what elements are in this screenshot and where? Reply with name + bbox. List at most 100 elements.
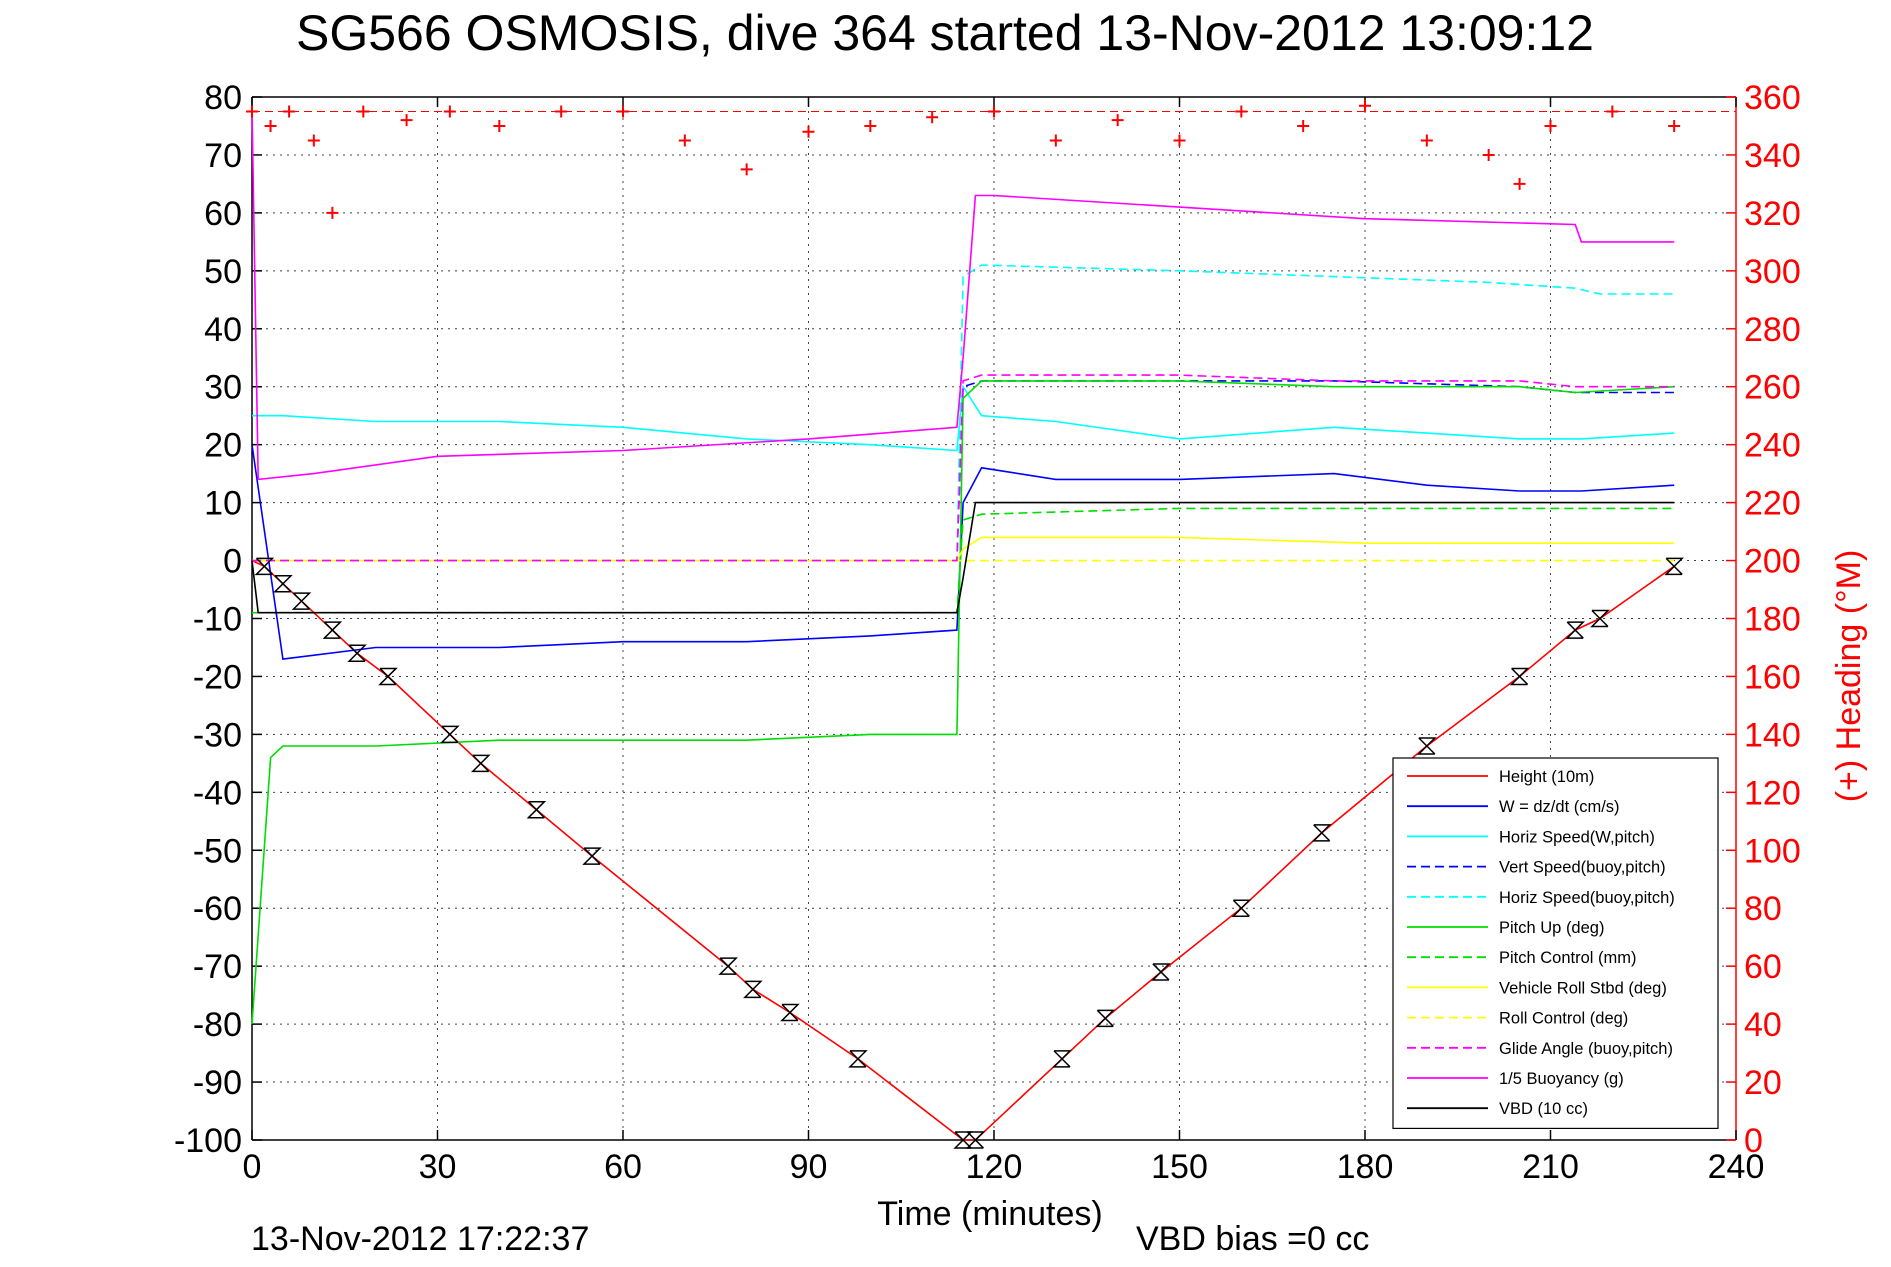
- heading-marker: [988, 105, 1000, 118]
- heading-marker: [307, 134, 320, 147]
- heading-marker: [926, 111, 939, 124]
- y-tick-label: -50: [193, 832, 242, 870]
- y-tick-label: 0: [223, 543, 242, 581]
- legend: Height (10m) W = dz/dt (cm/s) Horiz Speed(…: [1392, 757, 1719, 1129]
- y-right-tick-label: 0: [1744, 1122, 1763, 1160]
- legend-label-7: Vehicle Roll Stbd (deg): [1499, 979, 1667, 997]
- y-right-tick-label: 340: [1744, 137, 1801, 175]
- sample-marker: [347, 644, 367, 663]
- y-tick-label: -30: [193, 716, 242, 754]
- legend-label-0: Height (10m): [1499, 768, 1594, 786]
- heading-marker: [443, 105, 456, 118]
- y-right-tick-label: 40: [1744, 1006, 1782, 1044]
- y-right-tick-label: 220: [1744, 485, 1801, 523]
- y-tick-label: -40: [193, 774, 242, 812]
- sample-marker: [1417, 737, 1437, 755]
- y-tick-label: -90: [193, 1064, 242, 1102]
- legend-box: [1392, 757, 1719, 1129]
- y-right-tick-label: 120: [1744, 774, 1801, 812]
- y-tick-label: 60: [204, 195, 242, 233]
- heading-marker: [617, 105, 629, 118]
- heading-marker: [493, 119, 506, 132]
- x-axis-label: Time (minutes): [877, 1195, 1102, 1233]
- y-tick-label: 70: [204, 137, 242, 175]
- heading-marker: [555, 105, 568, 118]
- heading-marker: [283, 105, 296, 118]
- y-tick-label: -100: [174, 1122, 242, 1160]
- y-tick-label: 10: [204, 485, 242, 523]
- legend-label-8: Roll Control (deg): [1499, 1010, 1628, 1028]
- heading-marker: [1235, 105, 1248, 118]
- sample-marker: [582, 847, 602, 865]
- legend-label-5: Pitch Up (deg): [1499, 919, 1604, 937]
- heading-marker: [1544, 119, 1557, 132]
- y-tick-label: 40: [204, 311, 242, 349]
- y-right-tick-label: 320: [1744, 195, 1801, 233]
- y-tick-label: -80: [193, 1006, 242, 1044]
- legend-label-2: Horiz Speed(W,pitch): [1499, 828, 1655, 846]
- legend-label-9: Glide Angle (buoy,pitch): [1499, 1040, 1673, 1058]
- x-tick-label: 120: [966, 1148, 1023, 1186]
- y-right-tick-label: 100: [1744, 832, 1801, 870]
- y-right-tick-label: 180: [1744, 601, 1801, 639]
- y-right-tick-label: 60: [1744, 948, 1782, 986]
- y-right-tick-label: 360: [1744, 79, 1801, 117]
- sample-marker: [254, 557, 275, 576]
- heading-marker: [246, 105, 258, 118]
- x-tick-label: 0: [243, 1148, 262, 1186]
- heading-marker: [357, 105, 370, 118]
- y-right-tick-label: 140: [1744, 716, 1801, 754]
- y-right-tick-label: 260: [1744, 369, 1801, 407]
- x-tick-label: 60: [604, 1148, 642, 1186]
- heading-marker: [1111, 114, 1124, 127]
- y-tick-label: 30: [204, 369, 242, 407]
- sample-marker: [718, 957, 738, 975]
- y-right-tick-label: 300: [1744, 253, 1801, 291]
- heading-marker: [864, 119, 877, 132]
- sample-marker: [378, 667, 398, 686]
- series-line-4: [252, 264, 1675, 562]
- sample-marker: [1509, 667, 1530, 686]
- sample-marker: [743, 980, 763, 999]
- series-line-5: [251, 380, 1675, 1025]
- x-tick-label: 240: [1708, 1148, 1765, 1186]
- legend-label-3: Vert Speed(buoy,pitch): [1499, 859, 1666, 877]
- sample-marker: [440, 725, 460, 744]
- y-tick-label: 80: [204, 79, 242, 117]
- sample-marker: [322, 621, 343, 639]
- heading-marker: [1606, 105, 1619, 118]
- y-tick-label: -60: [193, 890, 242, 928]
- y-tick-label: 50: [204, 253, 242, 291]
- heading-marker: [326, 206, 339, 219]
- sample-marker: [1231, 899, 1252, 917]
- heading-marker: [1513, 177, 1526, 190]
- heading-marker: [1359, 99, 1371, 112]
- y-right-tick-label: 20: [1744, 1064, 1782, 1102]
- legend-label-1: W = dz/dt (cm/s): [1499, 798, 1620, 816]
- sample-marker: [1311, 824, 1332, 842]
- y-right-tick-label: 160: [1744, 658, 1801, 696]
- y-right-tick-label: 240: [1744, 427, 1801, 465]
- x-tick-label: 150: [1151, 1148, 1208, 1186]
- heading-marker: [1049, 134, 1062, 147]
- footer-vbd-bias: VBD bias =0 cc: [1136, 1220, 1369, 1258]
- legend-label-11: VBD (10 cc): [1499, 1100, 1588, 1118]
- y-tick-label: -70: [193, 948, 242, 986]
- apogee-markers: [254, 557, 1684, 1149]
- y-tick-label: -10: [193, 601, 242, 639]
- x-tick-label: 30: [419, 1148, 457, 1186]
- series-line-6: [252, 507, 1675, 614]
- sample-marker: [1590, 609, 1610, 628]
- footer-timestamp: 13-Nov-2012 17:22:37: [251, 1220, 589, 1258]
- heading-marker: [1173, 134, 1186, 147]
- heading-marker: [1668, 119, 1681, 132]
- sample-marker: [470, 754, 491, 773]
- sample-marker: [1052, 1050, 1072, 1068]
- legend-label-10: 1/5 Buoyancy (g): [1499, 1070, 1624, 1088]
- axes: 0 30 60 90 120 150 180 210 24080706050403020100-…: [174, 79, 1801, 1186]
- sample-marker: [780, 1003, 800, 1022]
- legend-label-4: Horiz Speed(buoy,pitch): [1499, 889, 1675, 907]
- sample-marker: [1565, 621, 1586, 639]
- heading-marker: [400, 114, 413, 127]
